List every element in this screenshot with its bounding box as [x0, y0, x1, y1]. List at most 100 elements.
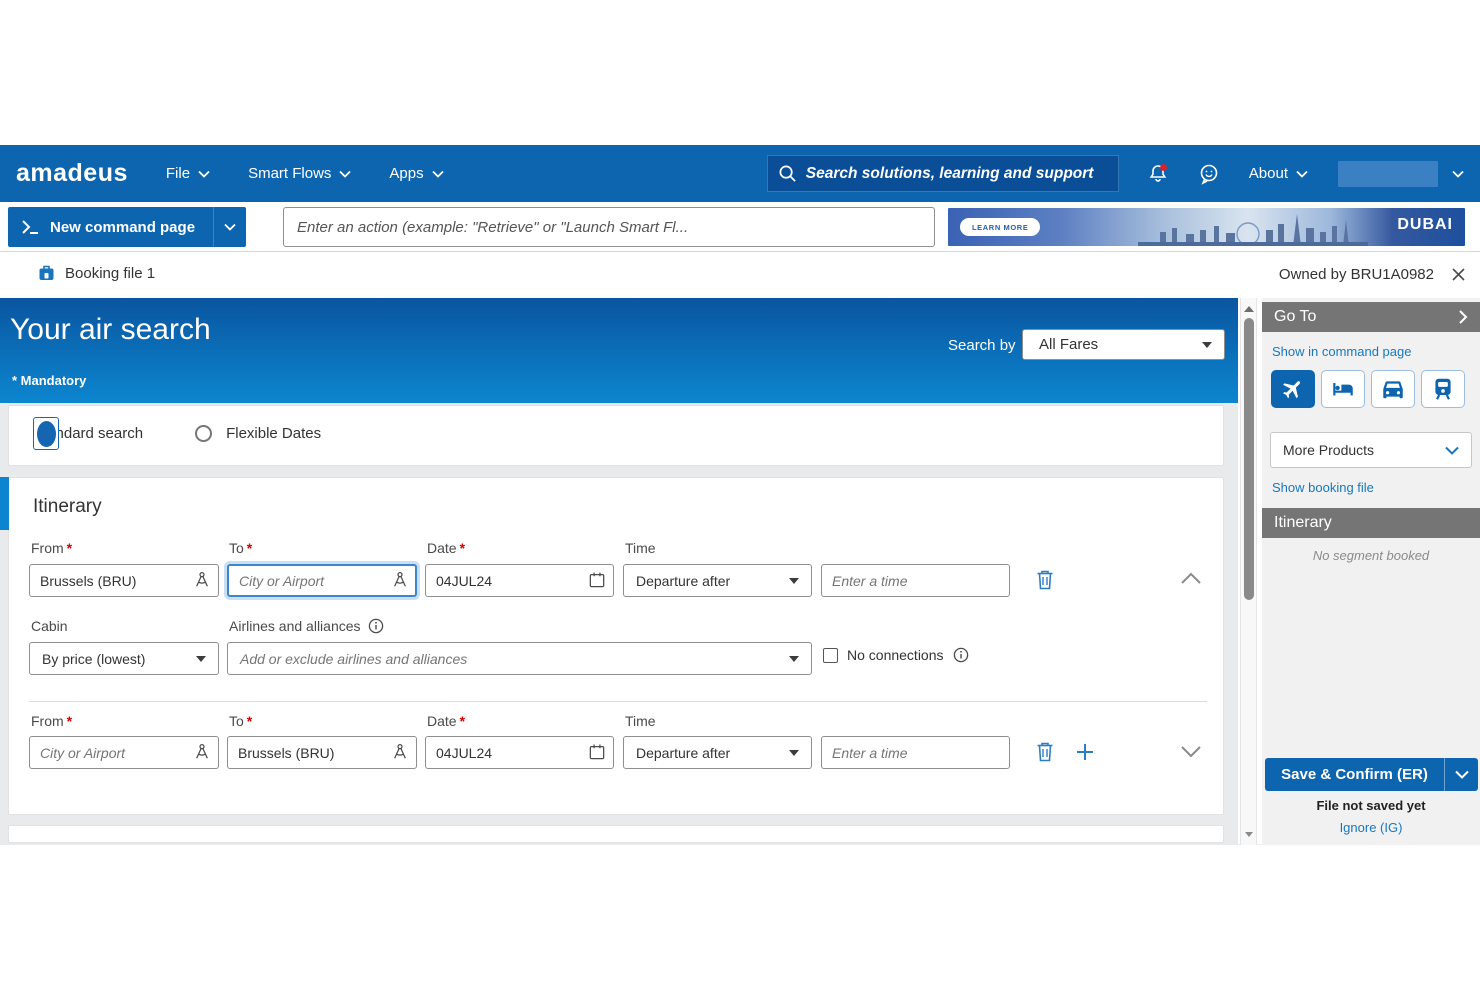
standard-search-label: Standard search: [33, 425, 144, 442]
global-search-box[interactable]: [766, 155, 1119, 192]
user-account-area[interactable]: [1338, 160, 1438, 187]
hotel-icon: [1333, 383, 1353, 396]
seg1-from-field[interactable]: [29, 564, 219, 597]
owner-label: Owned by BRU1A0982: [1278, 266, 1434, 283]
trash-icon: [1037, 570, 1053, 590]
new-command-page-dropdown[interactable]: [213, 207, 246, 247]
notifications-button[interactable]: [1146, 162, 1170, 186]
menu-about[interactable]: About: [1249, 165, 1308, 182]
seg1-date-field[interactable]: [425, 564, 614, 597]
new-command-page-button[interactable]: New command page: [8, 207, 247, 247]
booking-file-icon: [39, 265, 54, 280]
seg1-from-input[interactable]: [29, 564, 219, 597]
active-section-accent: [0, 477, 9, 530]
collapse-segment-button[interactable]: [1179, 566, 1203, 590]
add-segment-button[interactable]: [1073, 740, 1097, 764]
menu-apps[interactable]: Apps: [389, 165, 444, 182]
seg1-time-mode-select[interactable]: Departure after: [623, 564, 812, 597]
rail-product-button[interactable]: [1421, 370, 1465, 408]
dropdown-arrow-icon: [789, 655, 799, 662]
scrollbar-up-arrow[interactable]: [1244, 306, 1254, 312]
segment-divider: [29, 701, 1207, 702]
command-input[interactable]: [283, 207, 935, 247]
right-sidebar: Go To Show in command page More Products…: [1262, 298, 1480, 845]
hotel-product-button[interactable]: [1321, 370, 1365, 408]
itinerary-panel: Itinerary From* To* Date* Time Departure…: [8, 477, 1224, 815]
expand-segment-button[interactable]: [1179, 740, 1203, 764]
no-connections-checkbox[interactable]: [823, 647, 838, 663]
time-label: Time: [625, 713, 656, 729]
main-area: Your air search * Mandatory Search by Al…: [0, 298, 1480, 845]
feedback-button[interactable]: [1197, 162, 1221, 186]
trash-icon: [1037, 742, 1053, 762]
seg2-time-field[interactable]: [821, 736, 1010, 769]
from-label: From *: [31, 713, 73, 729]
seg1-date-input[interactable]: [425, 564, 614, 597]
seg2-from-field[interactable]: [29, 736, 219, 769]
global-search-input[interactable]: [805, 164, 1108, 183]
menu-file[interactable]: File: [166, 165, 210, 182]
airlines-select[interactable]: Add or exclude airlines and alliances: [227, 642, 812, 675]
chevron-down-icon: [1454, 770, 1469, 779]
seg1-to-field[interactable]: [227, 564, 417, 597]
terminal-icon: [22, 220, 38, 234]
show-in-command-page-link[interactable]: Show in command page: [1272, 344, 1412, 359]
seg2-date-field[interactable]: [425, 736, 614, 769]
no-connections-label: No connections: [847, 647, 944, 663]
seg2-to-field[interactable]: [227, 736, 417, 769]
dropdown-arrow-icon: [1202, 341, 1212, 348]
goto-header[interactable]: Go To: [1262, 302, 1480, 332]
chevron-right-icon: [1459, 310, 1468, 324]
booking-file-tab[interactable]: Booking file 1: [38, 264, 155, 282]
seg2-time-input[interactable]: [821, 736, 1010, 769]
to-label: To *: [229, 540, 253, 556]
car-product-button[interactable]: [1371, 370, 1415, 408]
save-options-dropdown[interactable]: [1444, 758, 1478, 791]
radio-flexible-dates[interactable]: [195, 425, 213, 442]
date-label: Date *: [427, 713, 466, 729]
search-by-label: Search by: [948, 337, 1016, 354]
seg2-date-input[interactable]: [425, 736, 614, 769]
show-booking-file-link[interactable]: Show booking file: [1272, 480, 1374, 495]
seg2-time-mode-select[interactable]: Departure after: [623, 736, 812, 769]
search-mode-panel: Standard search Flexible Dates: [8, 405, 1224, 466]
plus-icon: [1077, 744, 1093, 760]
file-not-saved-status: File not saved yet: [1316, 798, 1426, 813]
chevron-up-icon: [1181, 572, 1201, 584]
info-icon[interactable]: [368, 618, 384, 634]
seg1-to-input[interactable]: [227, 564, 417, 597]
info-icon[interactable]: [953, 647, 969, 663]
cabin-select[interactable]: By price (lowest): [29, 642, 219, 675]
air-search-content: Your air search * Mandatory Search by Al…: [0, 298, 1238, 845]
chevron-down-icon: [198, 170, 210, 178]
seg1-time-input[interactable]: [821, 564, 1010, 597]
chevron-down-icon: [1181, 746, 1201, 758]
vertical-scrollbar[interactable]: [1240, 298, 1257, 845]
chevron-down-icon: [431, 170, 444, 178]
sidebar-itinerary-header: Itinerary: [1262, 508, 1480, 538]
delete-segment-button[interactable]: [1033, 740, 1057, 764]
scrollbar-thumb[interactable]: [1244, 318, 1254, 600]
seg1-time-field[interactable]: [821, 564, 1010, 597]
delete-segment-button[interactable]: [1033, 568, 1057, 592]
search-by-select[interactable]: All Fares: [1022, 329, 1225, 360]
car-icon: [1383, 381, 1403, 399]
ignore-link[interactable]: Ignore (IG): [1339, 820, 1403, 835]
search-icon: [779, 165, 796, 182]
close-icon[interactable]: [1451, 267, 1466, 287]
user-menu-toggle[interactable]: [1452, 170, 1464, 178]
learn-more-button[interactable]: LEARN MORE: [960, 218, 1041, 236]
flight-product-button[interactable]: [1271, 370, 1315, 408]
to-label: To *: [229, 713, 253, 729]
save-confirm-button[interactable]: Save & Confirm (ER): [1265, 758, 1478, 791]
scrollbar-down-arrow[interactable]: [1245, 832, 1253, 837]
menu-smart-flows[interactable]: Smart Flows: [248, 165, 352, 182]
dubai-skyline-graphic: [1138, 214, 1368, 246]
flexible-dates-label: Flexible Dates: [226, 425, 322, 442]
dubai-ad-banner[interactable]: LEARN MORE DUBAI: [948, 208, 1465, 246]
next-section-panel: [8, 825, 1224, 843]
seg2-to-input[interactable]: [227, 736, 417, 769]
seg2-from-input[interactable]: [29, 736, 219, 769]
radio-standard-search[interactable]: [33, 417, 59, 450]
more-products-select[interactable]: More Products: [1270, 432, 1472, 468]
